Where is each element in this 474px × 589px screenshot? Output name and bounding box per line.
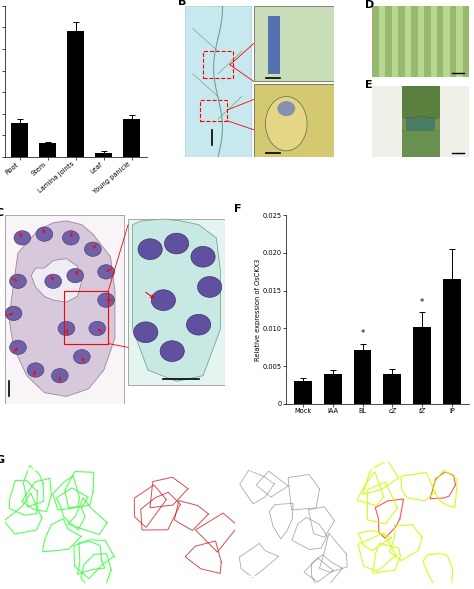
Text: F: F: [234, 204, 242, 214]
Bar: [254, 6, 334, 81]
Text: Merged: Merged: [359, 467, 385, 472]
Bar: [450, 6, 456, 77]
Bar: [406, 118, 436, 131]
Bar: [401, 85, 440, 118]
Text: B: B: [178, 0, 186, 7]
Bar: [67, 31, 84, 157]
Bar: [405, 6, 411, 77]
Circle shape: [14, 231, 31, 245]
Bar: [383, 374, 401, 404]
Bar: [11, 124, 28, 157]
Bar: [440, 85, 469, 157]
Bar: [64, 291, 108, 343]
Bar: [294, 381, 312, 404]
Bar: [5, 215, 124, 404]
Circle shape: [52, 369, 68, 383]
Bar: [413, 327, 431, 404]
Circle shape: [160, 341, 184, 362]
Bar: [254, 84, 334, 157]
Circle shape: [98, 264, 114, 279]
Text: GFP-CKX3: GFP-CKX3: [7, 467, 42, 472]
Circle shape: [186, 315, 211, 335]
Circle shape: [67, 269, 83, 283]
Bar: [354, 350, 372, 404]
Bar: [424, 6, 430, 77]
Bar: [128, 219, 225, 385]
Text: AtWAK2-signal
peptide-mCherry: AtWAK2-signal peptide-mCherry: [124, 467, 184, 478]
Circle shape: [45, 274, 62, 289]
Circle shape: [151, 290, 175, 310]
Text: *: *: [420, 297, 424, 307]
Bar: [185, 6, 251, 157]
Polygon shape: [9, 221, 115, 396]
Text: G: G: [0, 455, 5, 465]
Bar: [418, 6, 424, 77]
Circle shape: [9, 274, 27, 289]
Circle shape: [5, 306, 22, 320]
Bar: [463, 6, 469, 77]
Text: *: *: [360, 329, 365, 338]
Bar: [373, 6, 379, 77]
Bar: [123, 119, 140, 157]
Circle shape: [198, 277, 222, 297]
Bar: [379, 6, 385, 77]
Polygon shape: [31, 259, 82, 302]
Bar: [443, 279, 461, 404]
Circle shape: [164, 233, 189, 254]
Bar: [373, 85, 401, 157]
Circle shape: [36, 227, 53, 241]
Circle shape: [191, 246, 215, 267]
Ellipse shape: [265, 97, 307, 151]
Text: D: D: [365, 0, 374, 10]
Bar: [385, 6, 392, 77]
Bar: [401, 131, 440, 157]
Y-axis label: Relative expression of OsCKX3: Relative expression of OsCKX3: [255, 259, 261, 360]
Circle shape: [73, 350, 90, 364]
Circle shape: [9, 340, 27, 355]
Ellipse shape: [392, 117, 450, 133]
Bar: [203, 51, 233, 78]
Circle shape: [89, 322, 106, 336]
Bar: [324, 374, 342, 404]
Bar: [411, 6, 418, 77]
Circle shape: [134, 322, 158, 343]
Bar: [200, 100, 227, 121]
Text: E: E: [365, 80, 373, 90]
Bar: [437, 6, 444, 77]
Text: C: C: [0, 208, 4, 218]
Bar: [39, 143, 56, 157]
Circle shape: [58, 322, 75, 336]
Bar: [456, 6, 463, 77]
Ellipse shape: [277, 101, 295, 116]
Bar: [95, 153, 112, 157]
Circle shape: [27, 363, 44, 377]
Circle shape: [138, 239, 162, 260]
Circle shape: [84, 242, 101, 256]
Polygon shape: [133, 219, 221, 381]
Bar: [392, 6, 398, 77]
Bar: [398, 6, 405, 77]
Circle shape: [63, 231, 79, 245]
Text: Bright: Bright: [242, 467, 264, 472]
Bar: [430, 6, 437, 77]
Bar: [444, 6, 450, 77]
Circle shape: [98, 293, 114, 307]
Bar: [268, 16, 280, 74]
